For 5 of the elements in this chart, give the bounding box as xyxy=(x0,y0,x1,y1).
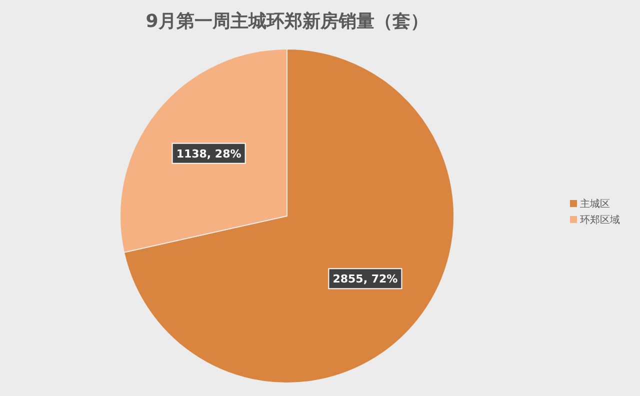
legend-label: 主城区 xyxy=(580,198,610,210)
legend-label: 环郑区域 xyxy=(580,214,620,226)
chart-title: 9月第一周主城环郑新房销量（套） xyxy=(146,11,428,32)
data-label: 1138, 28% xyxy=(176,147,242,160)
data-label: 2855, 72% xyxy=(332,272,398,286)
